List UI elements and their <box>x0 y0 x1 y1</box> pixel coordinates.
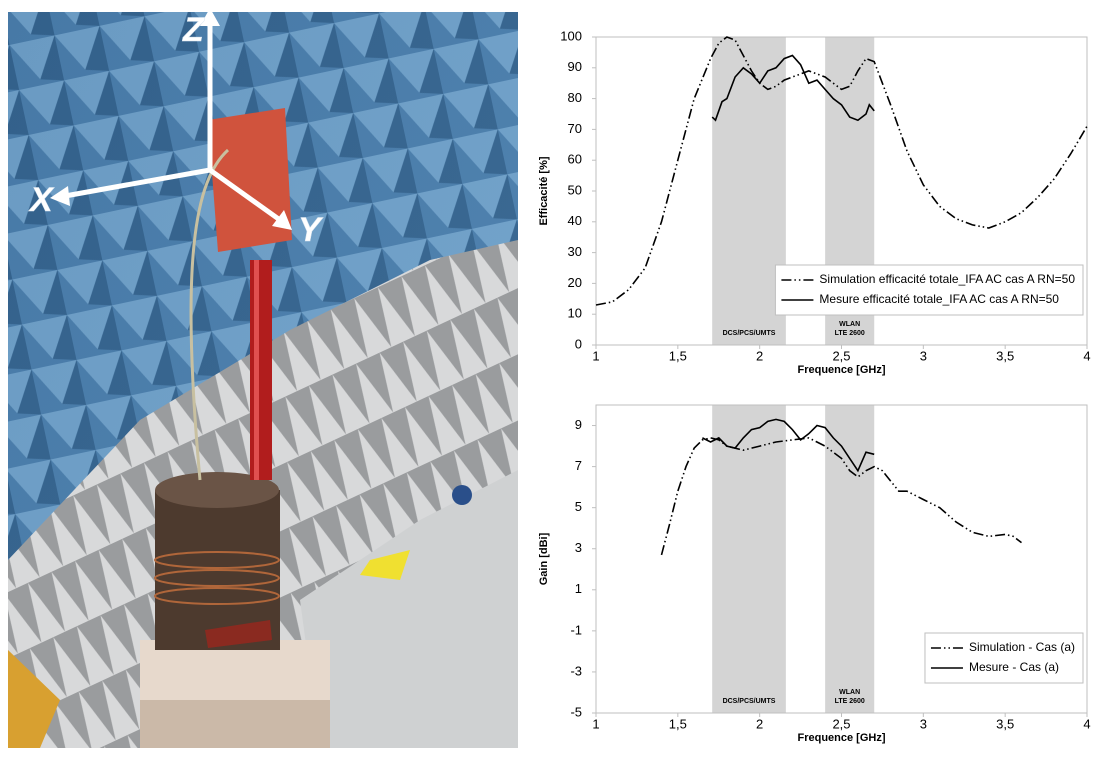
y-tick-label: 30 <box>568 244 582 259</box>
legend-frame <box>774 264 1084 316</box>
x-tick-label: 4 <box>1083 348 1090 363</box>
y-tick-label: 90 <box>568 59 582 74</box>
x-tick-label: 1,5 <box>669 716 687 731</box>
y-tick-label: -1 <box>570 622 582 637</box>
legend: Simulation efficacité totale_IFA AC cas … <box>774 264 1084 316</box>
x-axis-title: Frequence [GHz] <box>797 732 885 744</box>
axis-label-z: Z <box>182 11 205 49</box>
x-tick-label: 2 <box>756 348 763 363</box>
axis-label-y: Y <box>298 211 324 249</box>
x-tick-label: 4 <box>1083 716 1090 731</box>
series-line <box>702 418 875 473</box>
axis-label-x: X <box>28 181 55 219</box>
y-tick-label: 40 <box>568 213 582 228</box>
band-label: LTE 2600 <box>835 330 865 337</box>
band-label: WLAN <box>839 689 860 696</box>
legend-label: Simulation efficacité totale_IFA AC cas … <box>819 272 1075 286</box>
legend-label: Simulation - Cas (a) <box>969 640 1075 654</box>
y-tick-label: 10 <box>568 306 582 321</box>
band <box>712 37 786 345</box>
series-line <box>711 54 875 122</box>
series-line <box>595 36 1088 306</box>
y-tick-label: 9 <box>575 417 582 432</box>
x-tick-label: 3,5 <box>996 716 1014 731</box>
photo: Z X Y <box>8 11 518 748</box>
band-label: DCS/PCS/UMTS <box>723 698 776 705</box>
x-tick-label: 1,5 <box>669 348 687 363</box>
y-axis-title: Efficacité [%] <box>538 156 550 225</box>
band <box>712 405 786 713</box>
x-tick-label: 2 <box>756 716 763 731</box>
y-tick-label: 80 <box>568 90 582 105</box>
legend-label: Mesure - Cas (a) <box>969 660 1059 674</box>
x-tick-label: 3 <box>920 348 927 363</box>
y-tick-label: 3 <box>575 540 582 555</box>
y-tick-label: 7 <box>575 458 582 473</box>
y-tick-label: 70 <box>568 121 582 136</box>
legend-frame <box>924 632 1084 684</box>
x-tick-label: 3,5 <box>996 348 1014 363</box>
band-label: LTE 2600 <box>835 698 865 705</box>
y-axis-title: Gain [dBi] <box>538 532 550 585</box>
band-label: DCS/PCS/UMTS <box>723 330 776 337</box>
x-tick-label: 1 <box>592 716 599 731</box>
legend-label: Mesure efficacité totale_IFA AC cas A RN… <box>819 292 1059 306</box>
y-tick-label: -5 <box>570 704 582 719</box>
y-tick-label: 1 <box>575 581 582 596</box>
x-tick-label: 2,5 <box>832 348 850 363</box>
y-tick-label: 0 <box>575 336 582 351</box>
x-tick-label: 1 <box>592 348 599 363</box>
band-label: WLAN <box>839 321 860 328</box>
y-tick-label: 60 <box>568 152 582 167</box>
legend: Simulation - Cas (a) Mesure - Cas (a) <box>924 632 1084 684</box>
x-axis-title: Frequence [GHz] <box>797 364 885 376</box>
y-tick-label: 20 <box>568 275 582 290</box>
y-tick-label: -3 <box>570 663 582 678</box>
band <box>825 405 875 713</box>
x-tick-label: 2,5 <box>832 716 850 731</box>
y-tick-label: 50 <box>568 182 582 197</box>
y-tick-label: 5 <box>575 499 582 514</box>
y-tick-label: 100 <box>560 28 582 43</box>
x-tick-label: 3 <box>920 716 927 731</box>
